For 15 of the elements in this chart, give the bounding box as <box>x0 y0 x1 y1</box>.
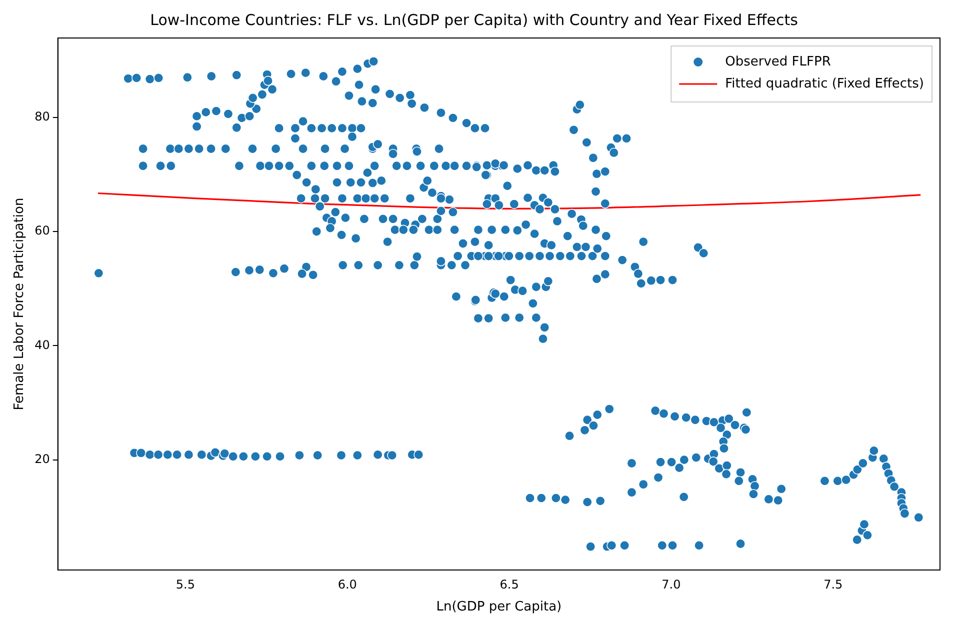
x-tick-label: 6.0 <box>338 577 357 592</box>
line-series <box>97 192 922 210</box>
y-tick-label: 80 <box>34 109 50 124</box>
y-tick-label: 20 <box>34 452 50 466</box>
x-tick-label: 6.5 <box>500 577 519 592</box>
x-tick-label: 5.5 <box>176 577 196 592</box>
legend-label: Fitted quadratic (Fixed Effects) <box>725 76 924 92</box>
y-tick-label: 60 <box>34 224 50 238</box>
y-tick-label: 40 <box>34 338 50 352</box>
chart-title: Low-Income Countries: FLF vs. Ln(GDP per Capita) with Country and Year Fixed Effects <box>150 10 798 29</box>
x-tick-label: 7.5 <box>824 577 843 592</box>
legend-label: Observed FLFPR <box>725 54 831 70</box>
x-axis-title: Ln(GDP per Capita) <box>436 600 562 615</box>
y-axis-title: Female Labor Force Participation <box>12 198 28 410</box>
x-tick-label: 7.0 <box>662 577 681 592</box>
